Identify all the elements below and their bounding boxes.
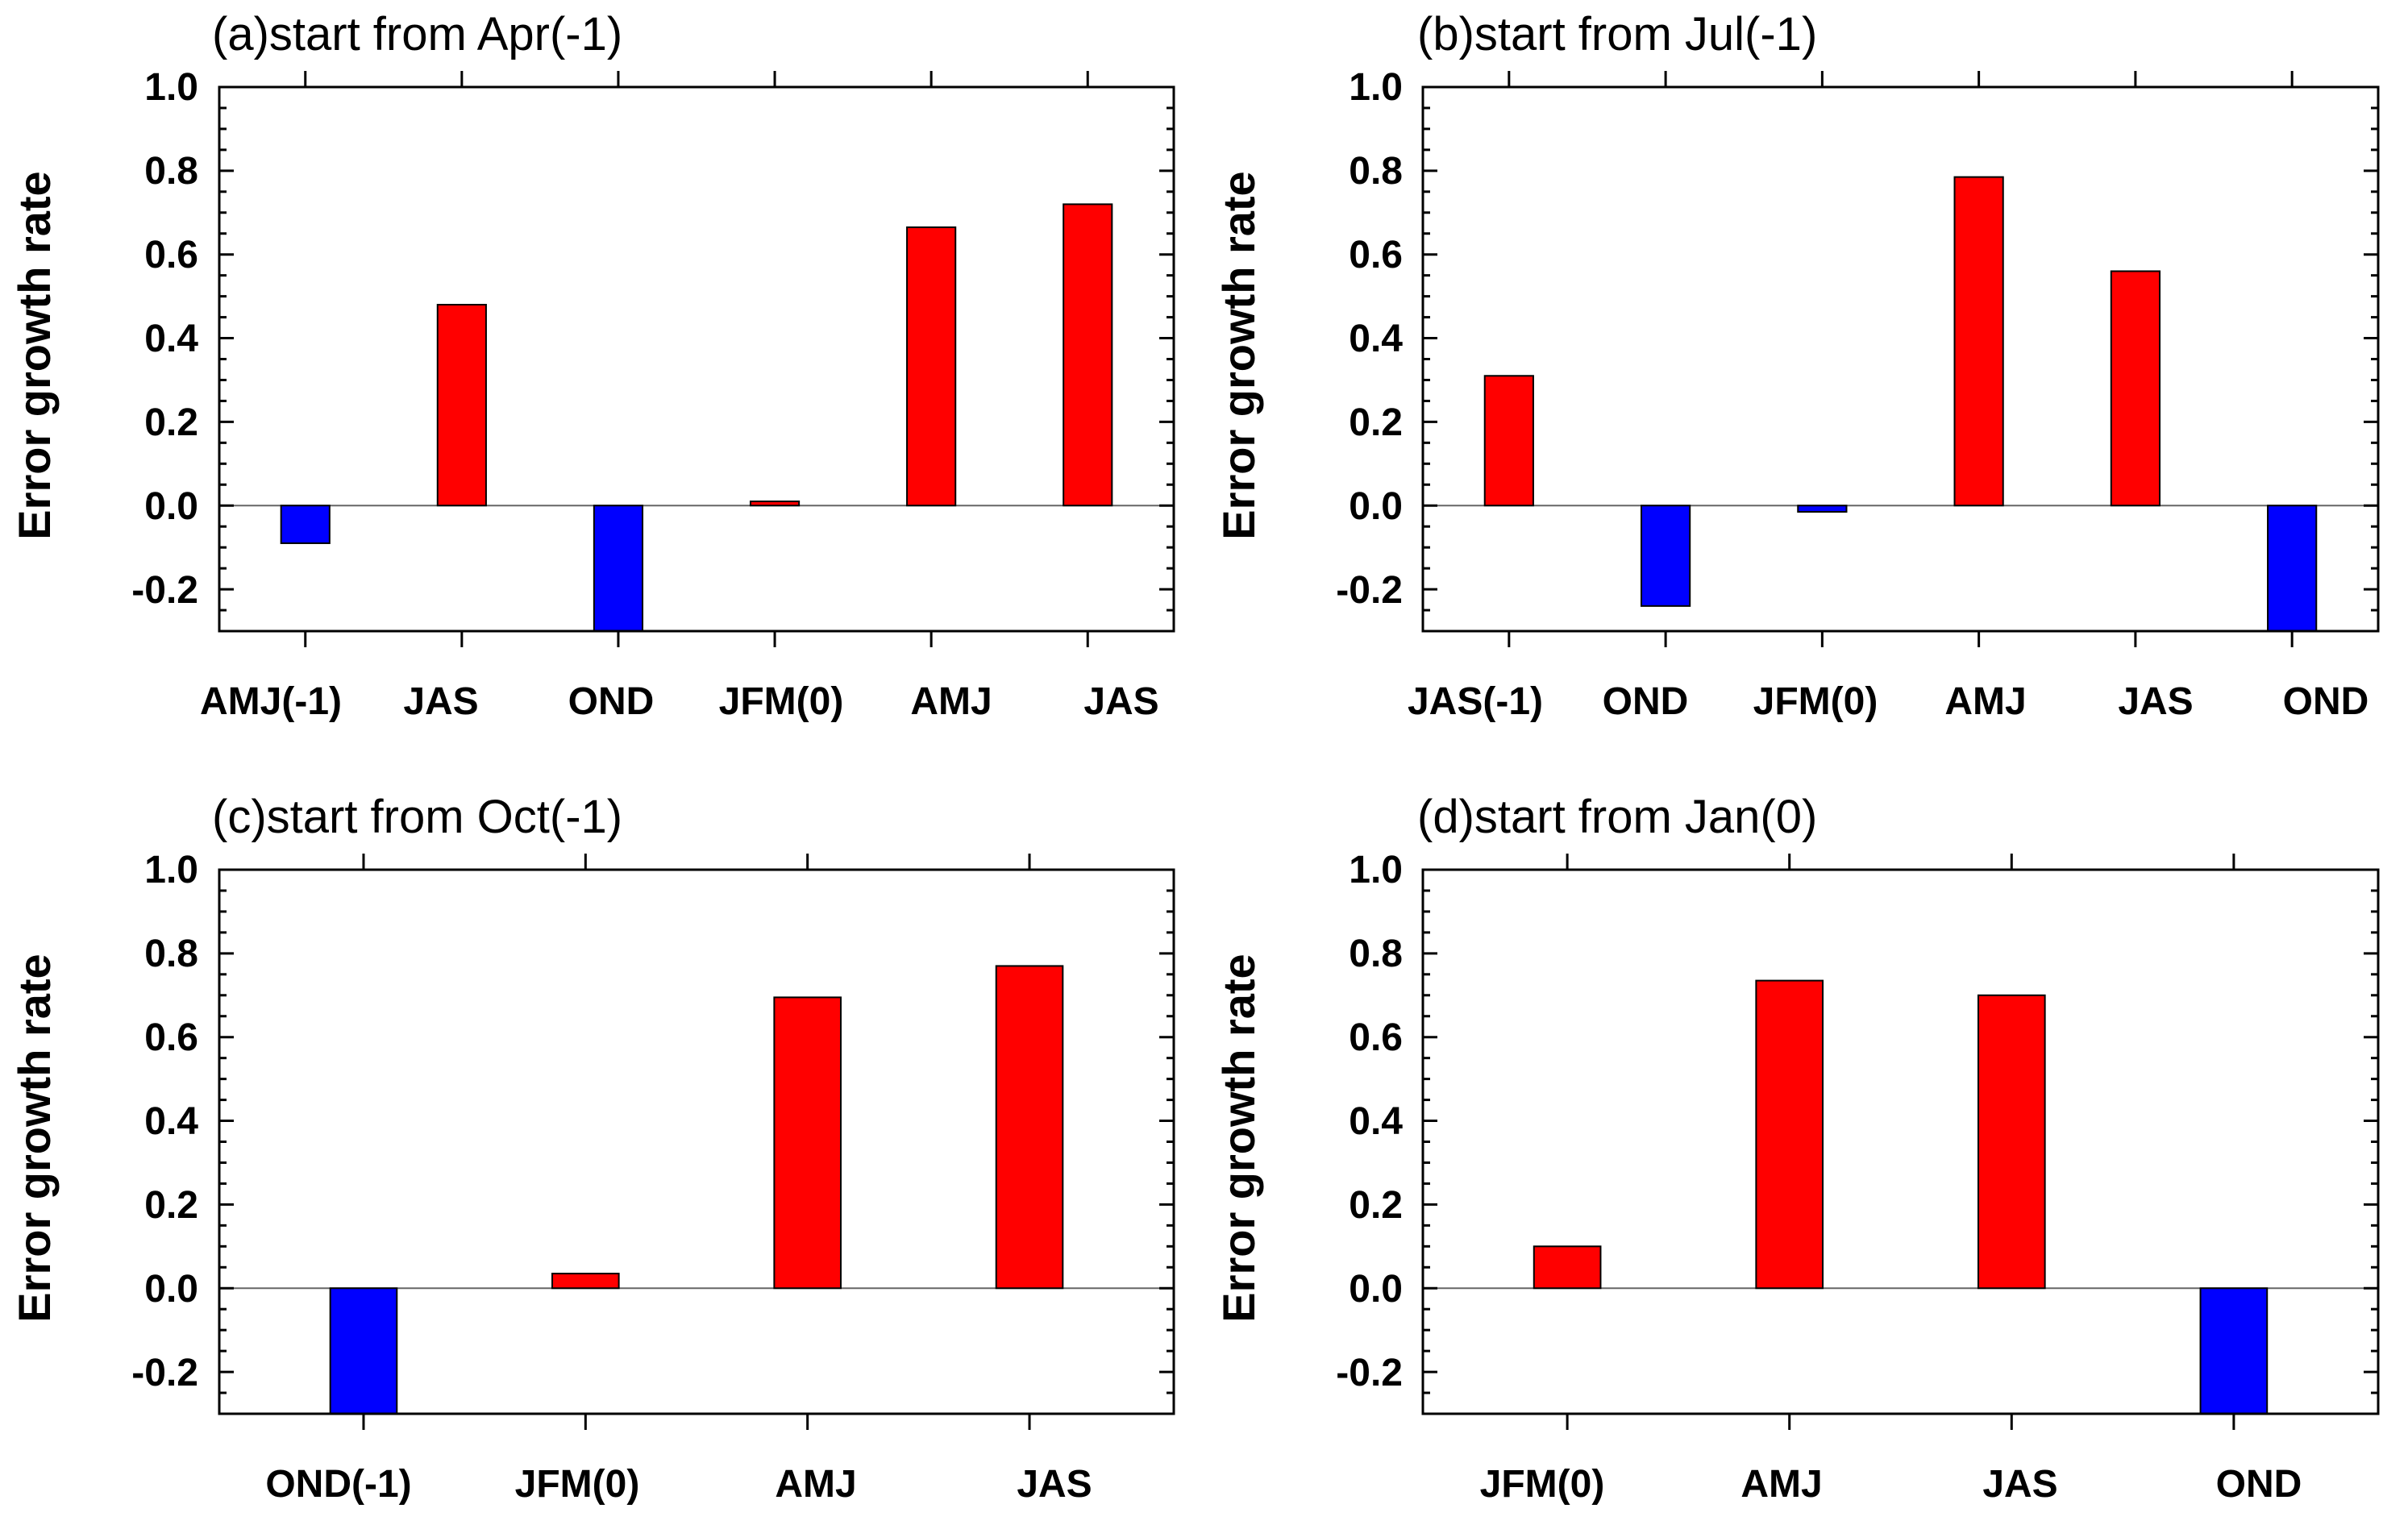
panel-b-ytick-label: 0.0 xyxy=(1349,485,1403,528)
bar xyxy=(1953,176,2004,507)
bar xyxy=(1797,505,1848,513)
panel-b-xtick-label: AMJ xyxy=(1944,680,2026,723)
panel-c-ytick-label: 0.0 xyxy=(144,1268,198,1311)
bar xyxy=(1755,979,1824,1290)
bar xyxy=(593,505,644,632)
panel-b-ytick-label: 0.6 xyxy=(1349,234,1403,276)
panel-a-ytick-label: -0.2 xyxy=(131,569,198,612)
bar xyxy=(280,505,331,544)
panel-b-xtick-label: OND xyxy=(1603,680,1689,723)
panel-d-title: (d)start from Jan(0) xyxy=(1417,791,1817,843)
panel-a-xtick-label: AMJ(-1) xyxy=(200,680,342,723)
panel-d-ytick-label: 0.6 xyxy=(1349,1016,1403,1059)
panel-d-ytick-labels: 1.0 0.8 0.6 0.4 0.2 0.0 -0.2 xyxy=(1336,849,1403,1394)
panel-c-ytick-label: 0.6 xyxy=(144,1016,198,1059)
panel-d: (d)start from Jan(0) Error growth rate 1… xyxy=(1213,791,2380,1506)
panel-d-ylabel: Error growth rate xyxy=(1213,954,1264,1322)
panel-c-xtick-label: OND(-1) xyxy=(265,1463,411,1506)
panel-b-xtick-label: JAS xyxy=(2118,680,2193,723)
panel-d-xtick-label: JFM(0) xyxy=(1480,1463,1605,1506)
panel-c-ytick-label: 0.8 xyxy=(144,933,198,975)
panel-c-ytick-label: -0.2 xyxy=(131,1352,198,1394)
bar xyxy=(2199,1287,2269,1415)
bar xyxy=(1533,1245,1602,1290)
bar xyxy=(749,501,801,507)
panel-a: (a)start from Apr(-1) Error growth rate … xyxy=(9,8,1175,723)
bar xyxy=(906,226,957,507)
panel-c: (c)start from Oct(-1) Error growth rate … xyxy=(9,791,1175,1506)
panel-a-ytick-label: 0.8 xyxy=(144,150,198,193)
panel-d-xtick-labels: JFM(0) AMJ JAS OND xyxy=(1480,1463,2302,1506)
plot-frame xyxy=(1421,85,2380,633)
bar xyxy=(1977,994,2046,1290)
panel-a-ylabel: Error growth rate xyxy=(9,171,60,539)
panel-a-marks xyxy=(218,71,1175,647)
panel-b-ylabel: Error growth rate xyxy=(1213,171,1264,539)
panel-a-title: (a)start from Apr(-1) xyxy=(212,8,622,60)
panel-b-ytick-label: 0.4 xyxy=(1349,318,1403,360)
bar xyxy=(1640,505,1691,607)
panel-a-ytick-label: 0.6 xyxy=(144,234,198,276)
bar xyxy=(995,965,1064,1290)
panel-b-ytick-label: -0.2 xyxy=(1336,569,1403,612)
panel-a-xtick-label: OND xyxy=(568,680,655,723)
panel-b-xtick-label: JAS(-1) xyxy=(1408,680,1543,723)
panel-a-xtick-label: JFM(0) xyxy=(719,680,844,723)
panel-d-ytick-label: 0.0 xyxy=(1349,1268,1403,1311)
panel-a-ytick-label: 0.4 xyxy=(144,318,198,360)
panel-c-xtick-label: AMJ xyxy=(775,1463,856,1506)
panel-c-ytick-label: 0.4 xyxy=(144,1100,198,1143)
panel-a-xtick-label: AMJ xyxy=(910,680,992,723)
bar xyxy=(1063,203,1113,507)
panel-c-ylabel: Error growth rate xyxy=(9,954,60,1322)
bar xyxy=(329,1287,398,1415)
panel-a-ytick-label: 0.0 xyxy=(144,485,198,528)
panel-a-ytick-label: 1.0 xyxy=(144,66,198,109)
panel-c-xtick-label: JAS xyxy=(1017,1463,1092,1506)
bar xyxy=(1483,375,1534,507)
panel-a-xtick-labels: AMJ(-1) JAS OND JFM(0) AMJ JAS xyxy=(200,680,1159,723)
panel-c-xtick-label: JFM(0) xyxy=(515,1463,640,1506)
panel-b-ytick-label: 0.8 xyxy=(1349,150,1403,193)
panel-c-marks xyxy=(218,854,1175,1430)
panel-b: (b)start from Jul(-1) Error growth rate … xyxy=(1213,8,2380,723)
panel-b-xtick-label: JFM(0) xyxy=(1753,680,1878,723)
plot-frame xyxy=(218,85,1175,633)
bar xyxy=(2267,505,2318,632)
panel-d-marks xyxy=(1421,854,2380,1430)
panel-d-xtick-label: JAS xyxy=(1982,1463,2057,1506)
panel-a-xtick-label: JAS xyxy=(1083,680,1158,723)
panel-d-ytick-label: -0.2 xyxy=(1336,1352,1403,1394)
panel-c-ytick-label: 0.2 xyxy=(144,1184,198,1227)
panel-d-ytick-label: 0.4 xyxy=(1349,1100,1403,1143)
panel-d-xtick-label: AMJ xyxy=(1740,1463,1822,1506)
panel-a-xtick-label: JAS xyxy=(403,680,478,723)
panel-d-ytick-label: 0.8 xyxy=(1349,933,1403,975)
panel-b-xtick-labels: JAS(-1) OND JFM(0) AMJ JAS OND xyxy=(1408,680,2368,723)
panel-b-marks xyxy=(1421,71,2380,647)
panel-d-ytick-label: 0.2 xyxy=(1349,1184,1403,1227)
panel-c-xtick-labels: OND(-1) JFM(0) AMJ JAS xyxy=(265,1463,1092,1506)
panel-c-ytick-labels: 1.0 0.8 0.6 0.4 0.2 0.0 -0.2 xyxy=(131,849,198,1394)
panel-b-ytick-label: 0.2 xyxy=(1349,401,1403,444)
panel-b-xtick-label: OND xyxy=(2283,680,2369,723)
panel-b-ytick-labels: 1.0 0.8 0.6 0.4 0.2 0.0 -0.2 xyxy=(1336,66,1403,612)
panel-b-title: (b)start from Jul(-1) xyxy=(1417,8,1817,60)
panel-a-ytick-label: 0.2 xyxy=(144,401,198,444)
panel-b-ytick-label: 1.0 xyxy=(1349,66,1403,109)
panel-c-ytick-label: 1.0 xyxy=(144,849,198,891)
bar xyxy=(436,304,487,507)
panel-a-ytick-labels: 1.0 0.8 0.6 0.4 0.2 0.0 -0.2 xyxy=(131,66,198,612)
panel-c-title: (c)start from Oct(-1) xyxy=(212,791,622,843)
bar xyxy=(773,996,842,1290)
bar xyxy=(551,1273,620,1290)
bar xyxy=(2110,270,2161,507)
panel-d-ytick-label: 1.0 xyxy=(1349,849,1403,891)
panel-d-xtick-label: OND xyxy=(2216,1463,2302,1506)
